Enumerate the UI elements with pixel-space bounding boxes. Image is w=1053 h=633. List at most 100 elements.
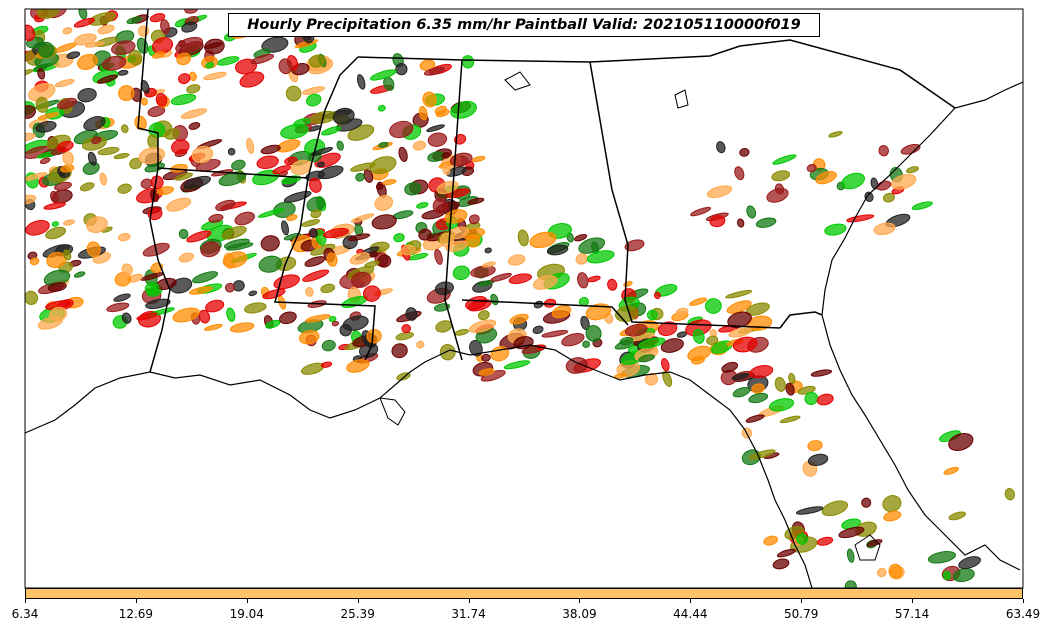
colorbar-tick (468, 599, 470, 603)
precip-blob (416, 202, 429, 209)
precip-blob (561, 333, 585, 347)
precip-blob (204, 323, 223, 331)
precip-blob (43, 202, 66, 210)
colorbar-tick (801, 599, 803, 603)
precip-blob (308, 54, 326, 68)
precip-blob (508, 273, 532, 285)
precip-blob (176, 52, 192, 66)
precip-blob (91, 136, 102, 145)
precip-blob (551, 305, 572, 319)
precip-blob (322, 227, 349, 239)
precip-blob (398, 146, 408, 162)
precip-blob (181, 21, 198, 33)
precip-blob (73, 17, 96, 28)
precip-blob (816, 393, 834, 406)
precip-blob (261, 36, 289, 53)
precip-blob (766, 187, 789, 203)
precip-blob (144, 282, 160, 295)
precip-blob (60, 164, 75, 173)
precip-blob (63, 249, 72, 261)
precip-blob (661, 358, 670, 372)
precip-blob (39, 157, 51, 165)
colorbar-tick-label: 57.14 (894, 607, 930, 621)
precip-blob (171, 139, 190, 155)
precip-blob (948, 433, 974, 451)
precip-blob (35, 96, 49, 113)
precip-blob (861, 497, 872, 508)
precip-blob (878, 145, 890, 157)
precip-blob (174, 172, 193, 181)
precip-blob (117, 183, 132, 194)
precip-blob (326, 252, 338, 267)
precip-blob (224, 282, 235, 293)
precip-blob (371, 214, 397, 230)
precip-blob (911, 201, 933, 211)
precip-blob (83, 116, 106, 131)
precip-blob (339, 324, 352, 337)
colorbar-tick (25, 599, 26, 603)
precip-blob (866, 539, 883, 547)
precip-blob (546, 244, 569, 256)
precip-blob (346, 359, 370, 373)
precip-blob (532, 275, 558, 290)
precip-blob (748, 392, 769, 404)
precip-blob (298, 330, 320, 345)
precip-blob (882, 192, 895, 203)
precip-blob (401, 324, 411, 334)
precip-blob (175, 36, 204, 54)
precip-blob (29, 257, 40, 266)
precip-blob (732, 336, 758, 353)
precip-blob (788, 372, 796, 385)
precip-blob (927, 551, 956, 564)
precip-blob (229, 322, 255, 333)
precip-blob (763, 535, 779, 546)
precip-blob (304, 314, 331, 323)
precip-blob (619, 336, 634, 346)
precip-blob (215, 199, 236, 212)
precip-blob (136, 312, 158, 321)
precip-blob (769, 398, 795, 412)
precip-blob (412, 140, 427, 151)
precip-blob (507, 254, 526, 266)
precip-blob (532, 325, 544, 334)
precip-blob (283, 190, 312, 203)
precip-blob (170, 93, 197, 106)
precip-blob (223, 238, 250, 249)
precip-blob (258, 255, 282, 273)
precip-blob (746, 205, 757, 219)
precip-blob (774, 376, 786, 392)
precip-blob (785, 382, 795, 396)
precip-blob (121, 312, 132, 324)
precip-blob (366, 328, 382, 344)
precip-blob (416, 340, 425, 349)
precip-blob (470, 265, 496, 278)
precip-blob (149, 13, 166, 23)
precip-blob (25, 69, 34, 77)
precip-blob (490, 272, 512, 282)
precip-blob (45, 226, 67, 240)
precip-blob (771, 170, 791, 182)
precip-blob (164, 128, 180, 140)
precip-blob (305, 93, 322, 107)
precip-blob (574, 233, 588, 242)
precip-blob (450, 100, 477, 119)
precip-blob (706, 185, 733, 199)
precip-blob (796, 533, 808, 545)
precip-blob (304, 256, 326, 267)
precip-blob (283, 232, 302, 241)
precip-blob (541, 329, 569, 338)
precip-blob (54, 78, 75, 88)
precip-blob (745, 414, 765, 423)
precip-blob (203, 42, 223, 50)
precip-blob (121, 124, 129, 134)
precip-blob (481, 353, 491, 362)
precip-blob (113, 293, 131, 302)
precip-blob (203, 71, 227, 81)
colorbar-tick (135, 599, 137, 603)
colorbar-tick (246, 599, 248, 603)
precip-blob (221, 226, 247, 240)
precip-blob (317, 165, 344, 180)
precip-blob (382, 179, 397, 186)
precip-blob (244, 302, 267, 314)
precip-blob (310, 209, 322, 219)
